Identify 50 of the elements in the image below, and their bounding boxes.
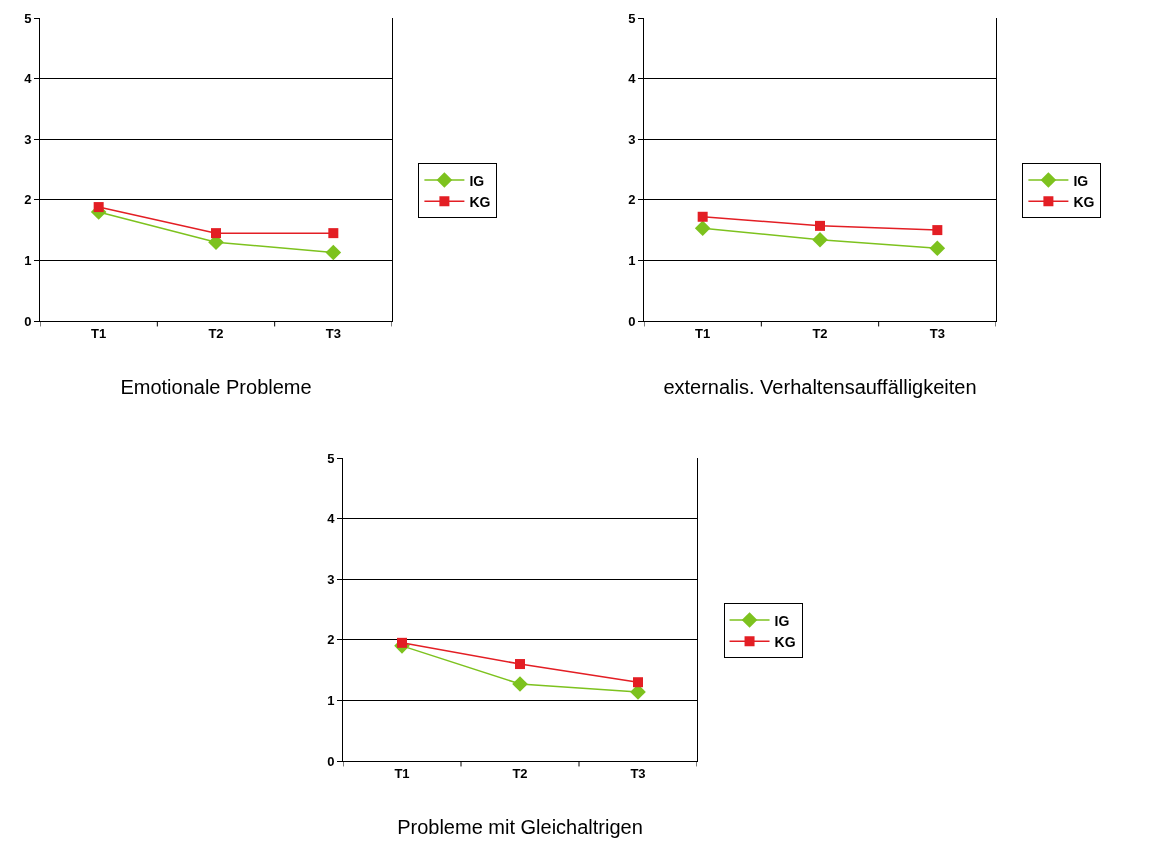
y-tick-label: 3 [628,131,636,147]
x-tick-label: T1 [695,325,711,341]
point [932,225,943,236]
point [697,211,708,222]
point [815,220,825,231]
y-tick-label: 1 [327,692,335,708]
legend-label: IG [1073,172,1089,189]
point [325,244,342,261]
y-tick-label: 1 [628,252,636,268]
x-tick-label: T2 [208,325,224,341]
y-tick-label: 2 [24,192,32,208]
x-tick-label: T3 [325,325,341,341]
x-tick-label: T3 [929,325,945,341]
point [512,676,528,692]
x-tick-label: T2 [812,325,828,341]
legend-label: IG [469,172,485,189]
y-tick-label: 5 [327,450,335,466]
y-tick-label: 4 [24,71,33,87]
x-tick-label: T2 [512,765,528,781]
point [633,677,643,688]
y-tick-label: 3 [24,131,32,147]
y-tick-label: 2 [327,632,335,648]
legend-label: KG [1073,193,1095,210]
x-axis-title: externalis. Verhaltensauffälligkeiten [663,376,977,399]
y-tick-label: 5 [628,10,636,26]
y-tick-label: 0 [24,313,32,329]
point [812,232,828,248]
legend-label: KG [469,193,491,210]
point [328,228,339,239]
x-tick-label: T3 [630,765,646,781]
y-tick-label: 3 [327,571,335,587]
y-tick-label: 4 [327,511,336,527]
y-tick-label: 0 [327,753,335,769]
x-axis-title: Probleme mit Gleichaltrigen [397,816,643,839]
point [929,240,946,257]
point [397,637,407,648]
point [515,659,525,670]
point [694,220,711,237]
legend-label: IG [774,612,790,629]
point [211,228,221,239]
x-tick-label: T1 [91,325,107,341]
y-tick-label: 4 [628,71,637,87]
legend-label: KG [774,633,796,650]
y-tick-label: 5 [24,10,32,26]
x-axis-title: Emotionale Probleme [120,376,312,399]
point [93,202,104,213]
y-tick-label: 2 [628,192,636,208]
x-tick-label: T1 [394,765,410,781]
y-tick-label: 1 [24,252,32,268]
y-tick-label: 0 [628,313,636,329]
